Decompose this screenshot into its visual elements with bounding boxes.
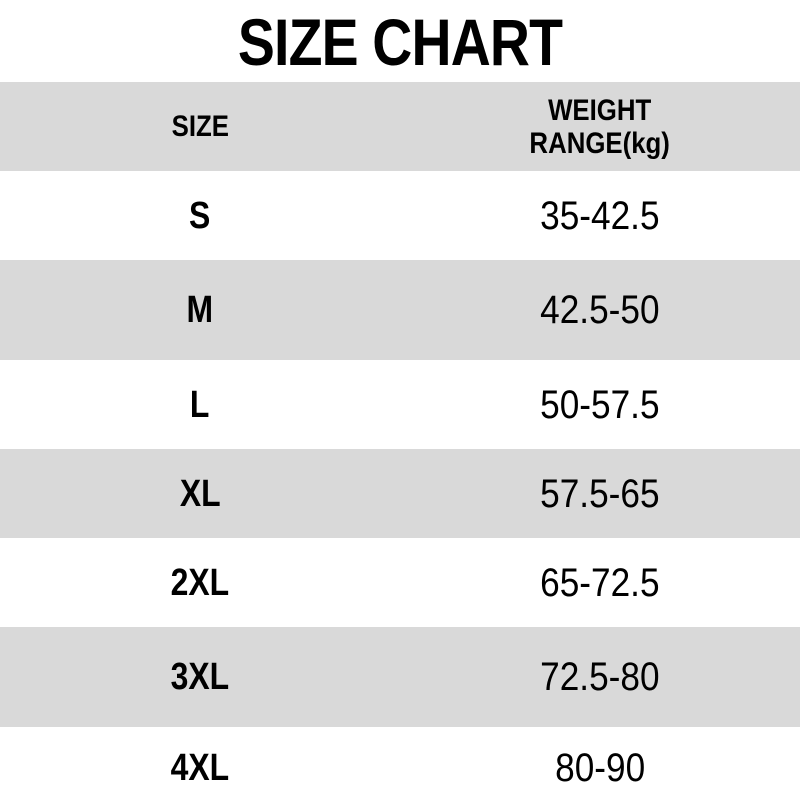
- cell-size: XL: [0, 449, 400, 538]
- weight-range-value: 57.5-65: [540, 471, 660, 516]
- table-row: 2XL 65-72.5: [0, 538, 800, 627]
- table-row: 3XL 72.5-80: [0, 627, 800, 727]
- weight-range-value: 35-42.5: [540, 193, 660, 238]
- table-row: M 42.5-50: [0, 260, 800, 360]
- weight-range-value: 50-57.5: [540, 382, 660, 427]
- table-row: S 35-42.5: [0, 171, 800, 260]
- cell-size: 4XL: [0, 727, 400, 800]
- size-label: 2XL: [170, 561, 230, 604]
- header-cell-weight: WEIGHT RANGE(kg): [400, 82, 800, 171]
- size-label: L: [190, 383, 210, 426]
- weight-range-value: 72.5-80: [540, 655, 660, 699]
- table-header-row: SIZE WEIGHT RANGE(kg): [0, 82, 800, 171]
- size-label: 3XL: [170, 656, 230, 698]
- cell-weight-range: 35-42.5: [400, 171, 800, 260]
- cell-weight-range: 42.5-50: [400, 260, 800, 360]
- size-chart-table: SIZE WEIGHT RANGE(kg) S 35-42.5 M 42.5-5…: [0, 82, 800, 800]
- page-title: SIZE CHART: [237, 5, 563, 79]
- table-row: L 50-57.5: [0, 360, 800, 449]
- size-label: S: [189, 194, 211, 237]
- cell-weight-range: 72.5-80: [400, 627, 800, 727]
- table-row: XL 57.5-65: [0, 449, 800, 538]
- weight-range-value: 42.5-50: [540, 288, 660, 332]
- size-label: XL: [179, 472, 221, 515]
- header-label-weight-range: WEIGHT RANGE(kg): [529, 93, 671, 160]
- cell-weight-range: 65-72.5: [400, 538, 800, 627]
- weight-range-value: 80-90: [554, 746, 646, 790]
- title-bar: SIZE CHART: [0, 0, 800, 82]
- header-cell-size: SIZE: [0, 82, 400, 171]
- size-label: M: [186, 289, 214, 331]
- cell-size: L: [0, 360, 400, 449]
- header-label-size: SIZE: [171, 110, 229, 143]
- cell-size: S: [0, 171, 400, 260]
- cell-weight-range: 57.5-65: [400, 449, 800, 538]
- cell-weight-range: 50-57.5: [400, 360, 800, 449]
- weight-range-value: 65-72.5: [540, 560, 660, 605]
- table-row: 4XL 80-90: [0, 727, 800, 800]
- cell-size: 3XL: [0, 627, 400, 727]
- cell-size: 2XL: [0, 538, 400, 627]
- size-label: 4XL: [170, 747, 230, 789]
- cell-size: M: [0, 260, 400, 360]
- cell-weight-range: 80-90: [400, 727, 800, 800]
